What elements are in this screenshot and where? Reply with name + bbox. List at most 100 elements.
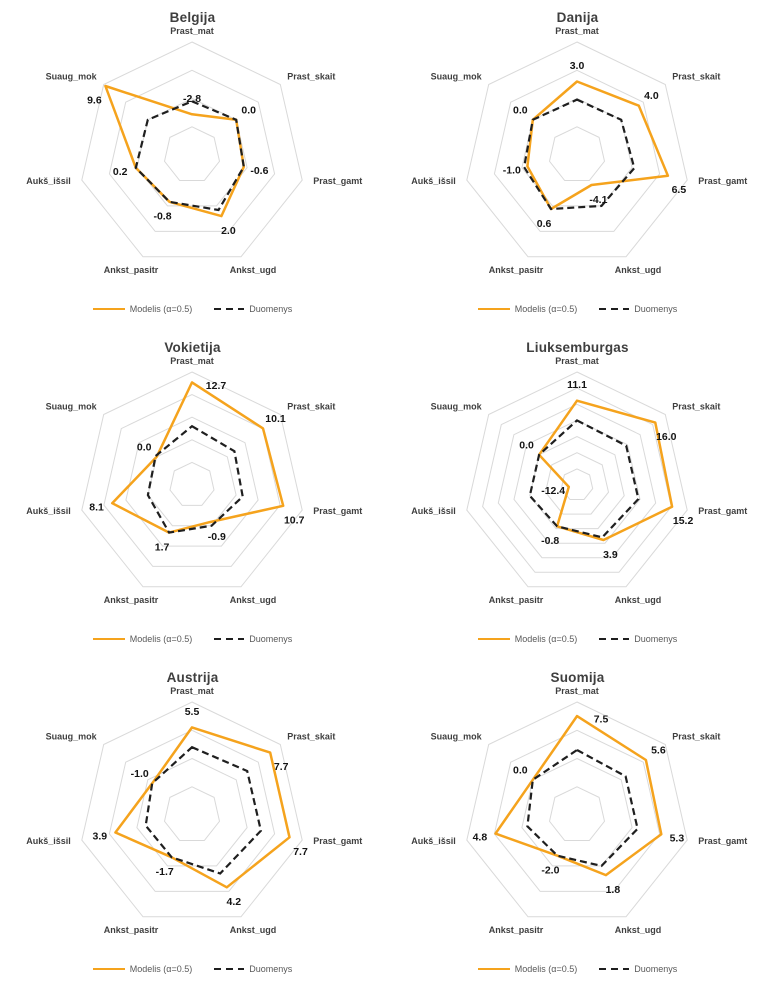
- radar-chart-suomija: Suomija Prast_mat Prast_skait Prast_gamt An…: [385, 660, 770, 989]
- value-label: 0.0: [137, 441, 152, 453]
- chart-title: Suomija: [550, 670, 605, 685]
- chart-title: Vokietija: [164, 340, 221, 355]
- axis-label: Ankst_ugd: [230, 925, 277, 935]
- axis-label: Prast_gamt: [313, 176, 362, 186]
- value-label: 1.8: [606, 884, 621, 896]
- axis-label: Ankst_pasitr: [489, 925, 544, 935]
- axis-label: Prast_mat: [555, 357, 599, 366]
- axis-label: Suaug_mok: [431, 402, 483, 412]
- axis-label: Prast_skait: [672, 72, 720, 82]
- duomenys-dashed-swatch: [214, 637, 245, 641]
- axis-label: Prast_gamt: [313, 836, 362, 846]
- value-label: -0.8: [541, 535, 559, 547]
- duomenys-dashed-swatch: [599, 967, 630, 971]
- duomenys-series-line: [526, 748, 639, 868]
- legend-item-duomenys: Duomenys: [599, 304, 677, 314]
- value-label: 3.9: [92, 831, 107, 843]
- chart-title: Belgija: [169, 10, 216, 25]
- axis-label: Ankst_ugd: [615, 265, 662, 275]
- grid-ring: [493, 729, 661, 892]
- value-label: 10.1: [265, 413, 286, 425]
- legend-duomenys-label: Duomenys: [634, 304, 678, 314]
- grid-ring: [497, 403, 657, 559]
- radar-chart-vokietija: Vokietija Prast_mat Prast_skait Prast_gamt…: [0, 330, 385, 660]
- axis-label: Prast_gamt: [698, 506, 747, 516]
- axis-label: Ankst_ugd: [230, 265, 277, 275]
- axis-label: Suaug_mok: [431, 72, 483, 82]
- radar-chart-danija: Danija Prast_mat Prast_skait Prast_gamt Ank…: [385, 0, 770, 330]
- duomenys-series-line: [528, 419, 640, 539]
- chart-legend: Modelis (α=0.5) Duomenys: [477, 956, 677, 982]
- axis-label: Ankst_pasitr: [104, 265, 159, 275]
- grid-ring: [560, 468, 594, 500]
- modelis-line-swatch: [477, 308, 510, 310]
- axis-label: Prast_gamt: [313, 506, 362, 516]
- duomenys-dashed-swatch: [599, 307, 630, 311]
- value-label: 3.9: [603, 549, 618, 561]
- modelis-line-swatch: [92, 638, 125, 640]
- legend-modelis-label: Modelis (α=0.5): [514, 964, 578, 974]
- value-label: -1.7: [156, 866, 174, 878]
- grid-ring: [548, 786, 606, 841]
- legend-item-modelis: Modelis (α=0.5): [477, 964, 578, 974]
- grid-ring: [136, 757, 248, 867]
- value-label: 12.7: [206, 380, 227, 392]
- grid-ring: [169, 461, 215, 506]
- axis-label: Aukš_išsil: [411, 176, 456, 186]
- grid-ring: [493, 69, 661, 232]
- axis-label: Ankst_pasitr: [489, 595, 544, 605]
- value-label: 7.7: [293, 846, 308, 858]
- value-label: -0.8: [153, 211, 171, 223]
- modelis-series-line: [494, 714, 663, 877]
- chart-legend: Modelis (α=0.5) Duomenys: [477, 296, 677, 322]
- duomenys-series-line: [134, 100, 245, 212]
- grid-ring: [513, 419, 641, 544]
- axis-label: Suaug_mok: [46, 72, 98, 82]
- legend-item-modelis: Modelis (α=0.5): [477, 304, 578, 314]
- grid-ring: [544, 452, 610, 515]
- value-label: 7.7: [274, 761, 289, 773]
- value-label: -2.8: [183, 93, 201, 105]
- axis-label: Aukš_išsil: [411, 836, 456, 846]
- legend-modelis-label: Modelis (α=0.5): [514, 634, 578, 644]
- grid-ring: [466, 41, 688, 258]
- grid-ring: [482, 387, 672, 573]
- value-label: 5.5: [185, 706, 200, 718]
- duomenys-dashed-swatch: [214, 307, 245, 311]
- value-label: 0.0: [513, 764, 528, 776]
- radar-chart-austrija: Austrija Prast_mat Prast_skait Prast_gamt A…: [0, 660, 385, 989]
- legend-modelis-label: Modelis (α=0.5): [514, 304, 578, 314]
- grid-ring: [163, 126, 221, 181]
- modelis-series-line: [104, 84, 246, 218]
- grid-ring: [81, 701, 303, 918]
- legend-modelis-label: Modelis (α=0.5): [129, 964, 193, 974]
- legend-item-duomenys: Duomenys: [214, 964, 292, 974]
- value-label: 6.5: [672, 184, 687, 196]
- axis-label: Ankst_pasitr: [104, 925, 159, 935]
- legend-duomenys-label: Duomenys: [249, 304, 293, 314]
- legend-item-duomenys: Duomenys: [214, 634, 292, 644]
- legend-item-modelis: Modelis (α=0.5): [92, 634, 192, 644]
- chart-legend: Modelis (α=0.5) Duomenys: [92, 296, 293, 322]
- value-label: 3.0: [570, 60, 585, 72]
- legend-item-duomenys: Duomenys: [599, 634, 677, 644]
- value-label: -12.4: [541, 485, 565, 497]
- value-label: 10.7: [284, 514, 305, 526]
- radar-plot: Prast_mat Prast_skait Prast_gamt Ankst_ugd A…: [411, 357, 747, 605]
- grid-ring: [108, 69, 276, 232]
- grid-ring: [81, 371, 303, 588]
- axis-label: Prast_mat: [555, 687, 599, 696]
- grid-ring: [466, 701, 688, 918]
- axis-label: Ankst_pasitr: [489, 265, 544, 275]
- value-label: 5.6: [651, 745, 666, 757]
- legend-item-modelis: Modelis (α=0.5): [477, 634, 578, 644]
- value-label: 4.8: [473, 832, 488, 844]
- axis-label: Prast_skait: [287, 402, 335, 412]
- axis-label: Suaug_mok: [46, 732, 98, 742]
- value-label: 2.0: [221, 225, 236, 237]
- value-label: -1.0: [131, 768, 149, 780]
- value-label: 15.2: [673, 515, 694, 527]
- axis-label: Prast_mat: [170, 357, 214, 366]
- chart-legend: Modelis (α=0.5) Duomenys: [92, 626, 292, 652]
